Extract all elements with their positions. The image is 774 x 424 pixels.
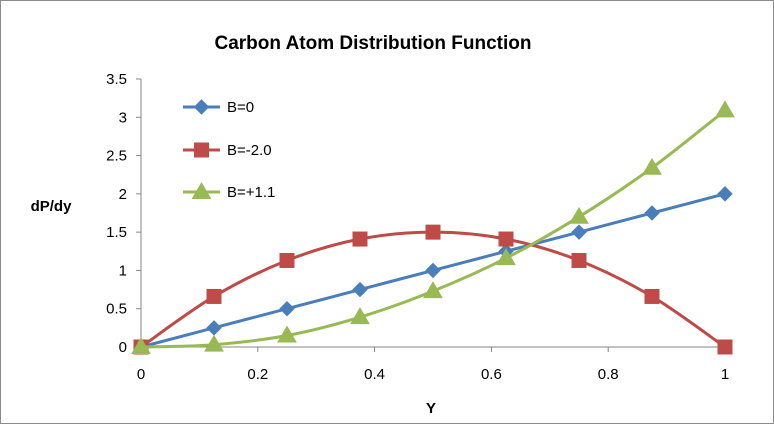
data-point xyxy=(717,186,733,202)
x-tick-label: 0.6 xyxy=(481,366,502,383)
chart-title: Carbon Atom Distribution Function xyxy=(215,33,532,54)
data-point xyxy=(644,205,660,221)
legend-marker xyxy=(194,142,209,158)
legend-marker xyxy=(191,182,212,199)
data-point xyxy=(206,288,222,304)
data-point xyxy=(423,281,443,299)
series-3 xyxy=(131,100,735,354)
y-tick-label: 1 xyxy=(119,262,127,279)
y-tick-label: 1.5 xyxy=(106,224,127,241)
legend-marker xyxy=(193,99,210,115)
x-tick-label: 0.2 xyxy=(247,366,268,383)
axes-layer: 0 0.5 1 1.5 2 2.5 3 3.5 0 0.2 0.4 0.6 0.8 1 xyxy=(106,71,729,383)
data-point xyxy=(571,252,587,268)
y-tick-label: 2.5 xyxy=(106,148,127,165)
x-tick-label: 0.4 xyxy=(364,366,385,383)
series-layer xyxy=(131,100,735,355)
x-tick-label: 0.8 xyxy=(598,366,619,383)
data-point xyxy=(425,262,441,279)
data-point xyxy=(277,325,297,343)
data-point xyxy=(644,288,660,304)
legend-item: B=0 xyxy=(183,99,254,116)
data-point xyxy=(642,157,662,175)
data-point xyxy=(131,337,151,354)
legend-item: B=+1.1 xyxy=(183,182,275,201)
data-point xyxy=(498,231,514,247)
data-point xyxy=(352,231,368,247)
legend-label: B=0 xyxy=(227,99,254,116)
data-point xyxy=(279,301,295,317)
y-tick-label: 0 xyxy=(119,339,127,356)
data-point xyxy=(279,252,295,268)
legend-item: B=-2.0 xyxy=(183,142,272,159)
legend-label: B=+1.1 xyxy=(227,184,275,201)
y-tick-label: 0.5 xyxy=(106,301,127,318)
data-point xyxy=(425,224,441,240)
y-axis-title: dP/dy xyxy=(31,198,72,215)
x-tick-label: 0 xyxy=(137,366,145,383)
series-1 xyxy=(133,186,733,355)
x-axis-title: Y xyxy=(426,400,436,417)
data-point xyxy=(715,100,735,118)
data-point xyxy=(206,320,222,336)
x-tick-label: 1 xyxy=(721,366,729,383)
data-point xyxy=(352,281,368,298)
legend: B=0 B=-2.0 B=+1.1 xyxy=(183,99,275,201)
data-point xyxy=(496,248,516,266)
y-tick-label: 3.5 xyxy=(106,71,127,88)
data-point xyxy=(204,334,224,352)
legend-label: B=-2.0 xyxy=(227,142,272,159)
y-tick-label: 2 xyxy=(119,186,127,203)
data-point xyxy=(350,307,370,325)
data-point xyxy=(717,339,733,355)
data-point xyxy=(569,206,589,224)
data-point xyxy=(571,224,587,240)
y-tick-label: 3 xyxy=(119,109,127,126)
